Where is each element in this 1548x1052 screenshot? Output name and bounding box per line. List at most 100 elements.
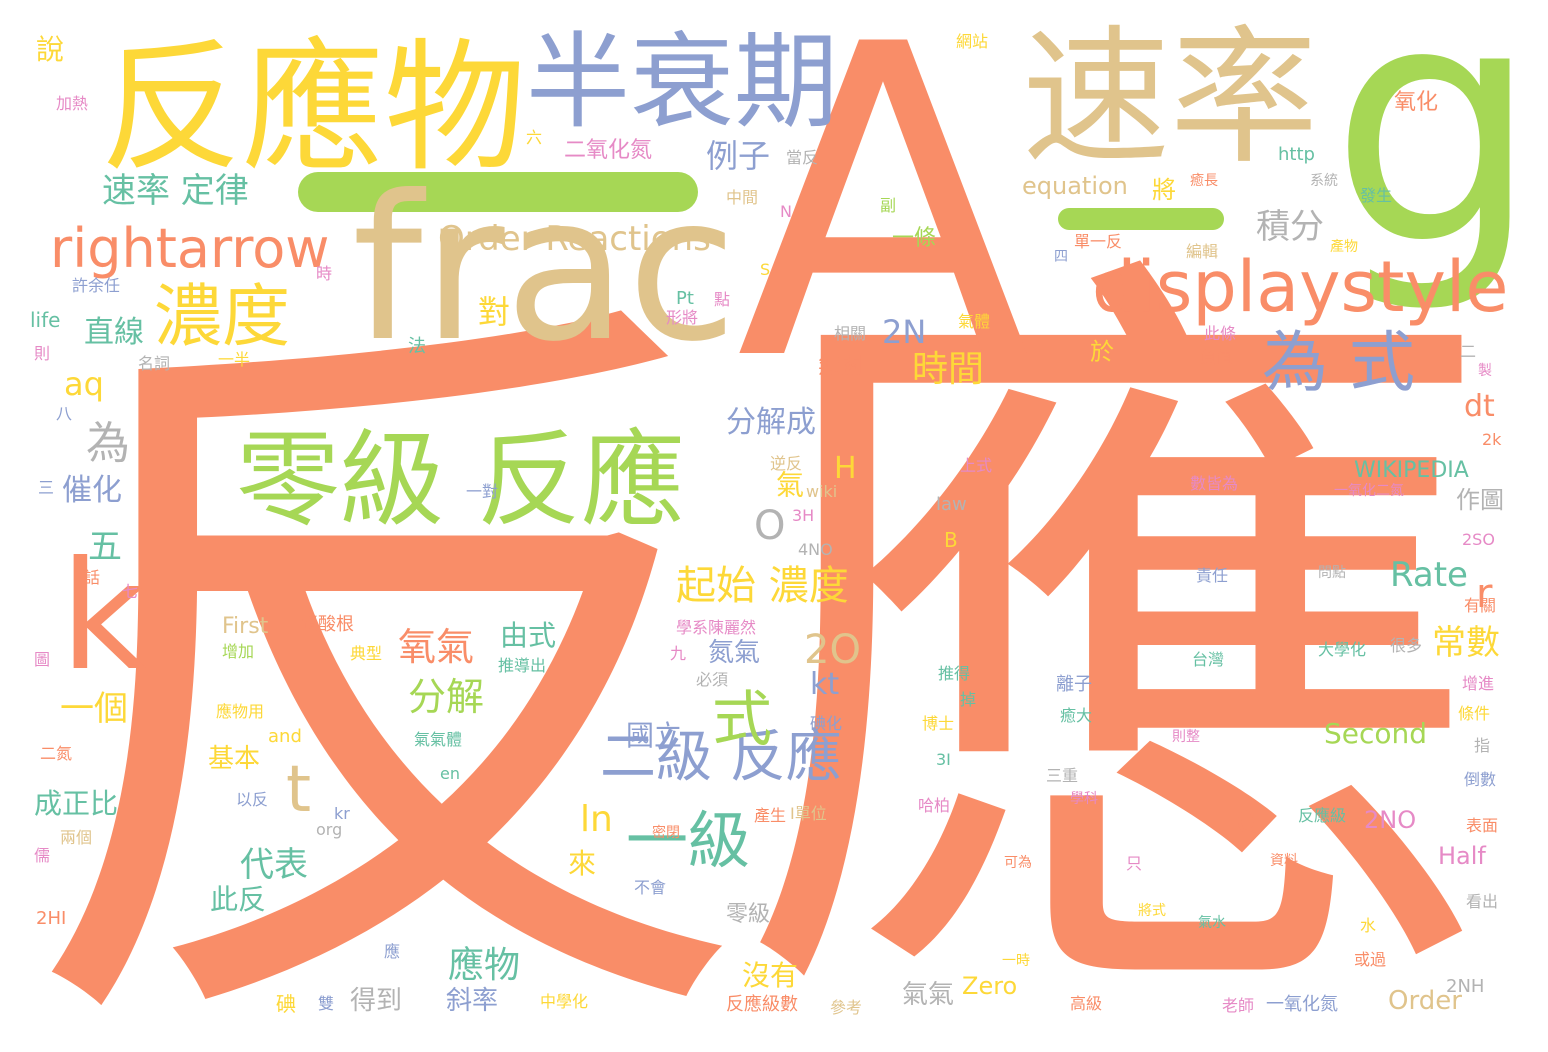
word: 二氮 — [40, 744, 73, 763]
word: 編輯 — [1186, 242, 1219, 261]
word: 氣體 — [958, 312, 991, 331]
word: 有關 — [1464, 596, 1497, 615]
word: 一級 — [626, 804, 751, 877]
word: 不會 — [634, 878, 667, 897]
word: 倒數 — [1464, 770, 1497, 789]
word: 4NO — [798, 540, 833, 559]
word: wiki — [806, 482, 838, 501]
word: 加熱 — [56, 94, 89, 113]
word: Rate — [1390, 555, 1468, 595]
word: 形將 — [666, 308, 699, 327]
word: 常數 — [1432, 623, 1500, 663]
word: 增加 — [222, 642, 255, 661]
word: t — [286, 753, 312, 827]
word: 產物 — [1330, 239, 1358, 255]
word: ln — [580, 799, 613, 840]
word: 零級 — [726, 902, 771, 927]
word: 2k — [1482, 430, 1502, 449]
word: 許余任 — [72, 276, 121, 295]
green-bar-small — [1058, 208, 1224, 230]
word: r — [1476, 571, 1493, 617]
word: 學系陳麗然 — [676, 618, 757, 637]
word: 硝酸根 — [300, 614, 354, 635]
word: 斜率 — [446, 986, 499, 1016]
word: life — [30, 308, 61, 332]
word: 儒 — [34, 846, 51, 865]
word: and — [268, 726, 302, 747]
word: Order — [1388, 986, 1462, 1016]
word: 典型 — [350, 644, 383, 663]
word: 單一反 — [1074, 232, 1123, 251]
word: org — [316, 820, 343, 839]
word: 氧化 — [1394, 90, 1439, 115]
word: 中學化 — [540, 992, 589, 1011]
word: 必須 — [696, 670, 729, 689]
word: 速率 定律 — [102, 171, 249, 211]
word: 九 — [670, 644, 687, 663]
word: 式 — [712, 685, 772, 755]
word: 將 — [1152, 176, 1176, 204]
word: Zero — [962, 972, 1018, 1000]
word: 發生 — [1360, 186, 1393, 205]
word: B — [944, 528, 958, 552]
word: 看出 — [1466, 892, 1499, 911]
word: dt — [1464, 389, 1495, 424]
word: 2HI — [36, 908, 67, 929]
word: 相關 — [834, 324, 867, 343]
word: 台灣 — [1192, 650, 1225, 669]
word: 數皆為 — [1190, 474, 1239, 493]
word: 逆反 — [770, 454, 803, 473]
word: 半衰期 — [526, 21, 839, 143]
word: 五 — [88, 527, 122, 567]
word: 三 — [38, 478, 55, 497]
word: 推導出 — [498, 656, 547, 675]
word: I單位 — [790, 804, 827, 823]
word: Pt — [676, 288, 694, 309]
word: 來 — [568, 847, 597, 880]
word: 催化 — [62, 473, 122, 508]
word: 氣 — [772, 470, 805, 498]
word: 沒有 — [742, 959, 799, 992]
word: 3I — [936, 750, 951, 769]
word: 只 — [1126, 854, 1143, 873]
word: 話 — [84, 568, 101, 587]
word: 積分 — [1256, 207, 1324, 247]
word: 法 — [408, 336, 426, 357]
word: 網站 — [956, 32, 989, 51]
word: 分解 — [408, 675, 485, 719]
word: 一對 — [466, 482, 499, 501]
word: displaystyle — [1092, 246, 1509, 328]
word: 反應級數 — [726, 994, 798, 1015]
word: 點 — [714, 290, 731, 309]
word: g — [1330, 0, 1540, 317]
word: 資料 — [1270, 853, 1298, 869]
word: 2NH — [1446, 976, 1485, 997]
word: 三重 — [1046, 766, 1079, 785]
word: 水 — [1360, 916, 1377, 935]
word: 起始 濃度 — [676, 563, 849, 609]
word: 博士 — [922, 714, 955, 733]
word: 則整 — [1172, 729, 1200, 745]
word: 很多 — [1390, 636, 1423, 655]
word: 則 — [34, 344, 51, 363]
word: d — [1236, 797, 1261, 841]
word: aq — [64, 365, 104, 403]
word: 3H — [792, 506, 815, 525]
word: 為 — [86, 418, 130, 469]
word: S — [760, 260, 771, 279]
word: 國立 — [626, 719, 683, 752]
word: 一氧化二氮 — [1334, 483, 1404, 499]
word: rightarrow — [50, 217, 330, 280]
word: 雙 — [318, 994, 335, 1013]
word: 一條 — [892, 226, 937, 251]
word: 七 — [122, 582, 139, 601]
word: 代表 — [240, 845, 308, 885]
word: 碘 — [276, 992, 296, 1016]
word: 應物 — [448, 945, 521, 986]
word: http — [1278, 144, 1315, 165]
word: 成正比 — [34, 787, 119, 820]
word: 可為 — [1004, 855, 1032, 871]
word: 時 — [316, 264, 333, 283]
word: WIKIPEDIA — [1354, 458, 1469, 483]
